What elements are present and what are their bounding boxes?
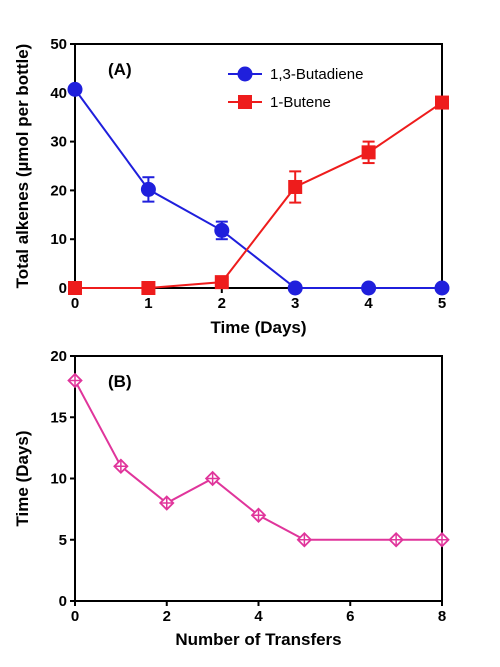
x-tick-label: 1 xyxy=(144,295,152,312)
y-tick-label: 10 xyxy=(50,231,67,248)
y-tick-label: 30 xyxy=(50,134,67,151)
series-line xyxy=(74,88,442,289)
plot-frame xyxy=(74,355,443,602)
x-tick-label: 6 xyxy=(346,608,354,625)
x-tick-label: 8 xyxy=(438,608,446,625)
x-axis-title: Number of Transfers xyxy=(175,630,341,649)
data-point xyxy=(237,66,253,82)
legend-label: 1-Butene xyxy=(270,94,331,111)
x-tick-label: 4 xyxy=(254,608,263,625)
y-tick-label: 20 xyxy=(50,348,67,365)
data-point xyxy=(214,275,229,290)
data-point xyxy=(238,95,252,109)
x-tick-label: 2 xyxy=(218,295,226,312)
data-point xyxy=(288,179,303,194)
legend-label: 1,3-Butadiene xyxy=(270,66,363,83)
data-point xyxy=(434,280,450,296)
y-tick-label: 20 xyxy=(50,182,67,199)
chart-panel-b: 0 2 4 6 8 0 5 10 15 20 Number of Transfers Time (Da… xyxy=(13,348,450,649)
series-line xyxy=(75,101,443,289)
data-point xyxy=(287,280,303,296)
y-tick-label: 10 xyxy=(50,471,67,488)
legend-entry: 1,3-Butadiene xyxy=(228,66,363,83)
y-tick-label: 50 xyxy=(50,36,67,53)
panel-label: (B) xyxy=(108,372,132,391)
data-point xyxy=(140,181,156,197)
plot-frame xyxy=(74,43,443,289)
x-tick-label: 4 xyxy=(364,295,373,312)
y-axis-title: Time (Days) xyxy=(13,430,32,526)
data-point xyxy=(67,81,83,97)
y-tick-label: 5 xyxy=(59,532,67,549)
data-point xyxy=(435,95,449,110)
data-point xyxy=(141,281,156,295)
panel-label: (A) xyxy=(108,60,132,79)
x-tick-label: 3 xyxy=(291,295,299,312)
y-tick-label: 0 xyxy=(59,280,67,297)
data-point xyxy=(214,222,230,238)
data-point xyxy=(361,280,377,296)
data-point xyxy=(361,145,376,160)
legend-entry: 1-Butene xyxy=(228,94,331,111)
x-axis-title: Time (Days) xyxy=(210,318,306,337)
y-tick-label: 15 xyxy=(50,409,67,426)
x-tick-label: 5 xyxy=(438,295,446,312)
y-axis-title: Total alkenes (µmol per bottle) xyxy=(13,44,32,289)
y-tick-label: 40 xyxy=(50,85,67,102)
y-tick-label: 0 xyxy=(59,593,67,610)
data-point xyxy=(68,281,82,295)
x-tick-label: 0 xyxy=(71,608,79,625)
x-tick-label: 0 xyxy=(71,295,79,312)
x-tick-label: 2 xyxy=(163,608,171,625)
series-line xyxy=(74,380,442,541)
